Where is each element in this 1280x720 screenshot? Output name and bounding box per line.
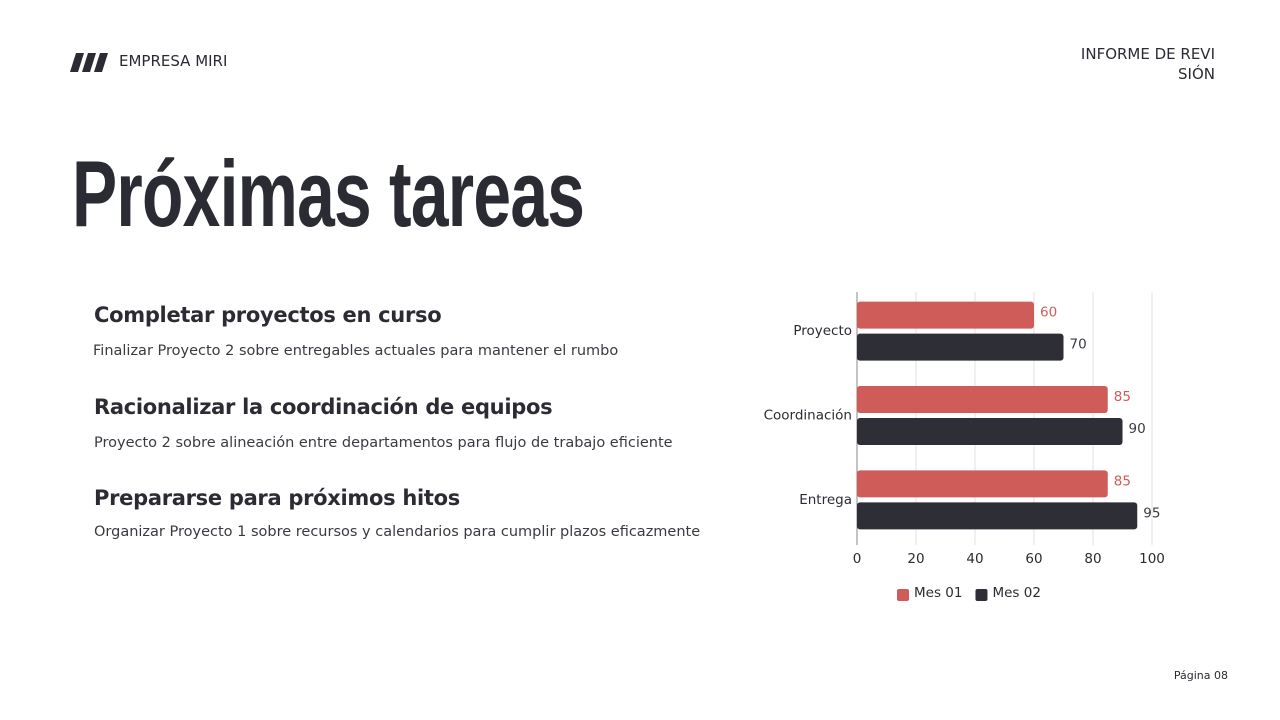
- y-tick-label: Coordinación: [764, 408, 852, 424]
- report-line: INFORME DE REVI: [1080, 45, 1215, 63]
- item-heading: Racionalizar la coordinación de equipos: [94, 395, 553, 419]
- logo: [70, 53, 108, 72]
- legend-label: Mes 02: [992, 585, 1040, 601]
- item-heading: Prepararse para próximos hitos: [94, 486, 460, 510]
- value-label: 85: [1114, 473, 1131, 489]
- bar: [857, 301, 1034, 329]
- item-heading: Completar proyectos en curso: [94, 303, 442, 327]
- x-tick-label: 100: [1139, 551, 1165, 567]
- item-text: Organizar Proyecto 1 sobre recursos y ca…: [94, 524, 701, 540]
- value-label: 90: [1129, 421, 1146, 437]
- x-tick-label: 0: [853, 551, 862, 567]
- legend-label: Mes 01: [914, 585, 962, 601]
- slide-title: Próximas tareas: [72, 141, 585, 246]
- x-tick-label: 60: [1025, 551, 1042, 567]
- item-text: Finalizar Proyecto 2 sobre entregables a…: [93, 343, 619, 359]
- value-label: 60: [1040, 305, 1057, 321]
- bar: [857, 386, 1108, 413]
- chart: 0 20 40 60 80 100 Proyecto 60 70 Coordinación 85 90…: [764, 292, 1165, 601]
- bar: [857, 418, 1123, 445]
- value-label: 70: [1070, 337, 1087, 353]
- y-tick-label: Proyecto: [793, 323, 852, 339]
- item-text: Proyecto 2 sobre alineación entre depart…: [94, 435, 673, 451]
- x-tick-label: 20: [907, 551, 924, 567]
- report-label: INFORME DE REVI SIÓN: [1081, 44, 1215, 84]
- value-label: 85: [1114, 389, 1131, 405]
- x-tick-label: 80: [1084, 551, 1101, 567]
- page-number: Página 08: [1173, 669, 1228, 682]
- legend-swatch: [975, 589, 988, 601]
- y-tick-label: Entrega: [799, 492, 852, 508]
- legend-swatch: [897, 589, 909, 601]
- x-tick-label: 40: [966, 551, 983, 567]
- bar: [857, 470, 1108, 498]
- report-line: SIÓN: [1178, 65, 1215, 83]
- bar: [857, 333, 1064, 361]
- value-label: 95: [1143, 505, 1160, 521]
- bar: [857, 502, 1138, 530]
- company-name: EMPRESA MIRI: [119, 52, 228, 70]
